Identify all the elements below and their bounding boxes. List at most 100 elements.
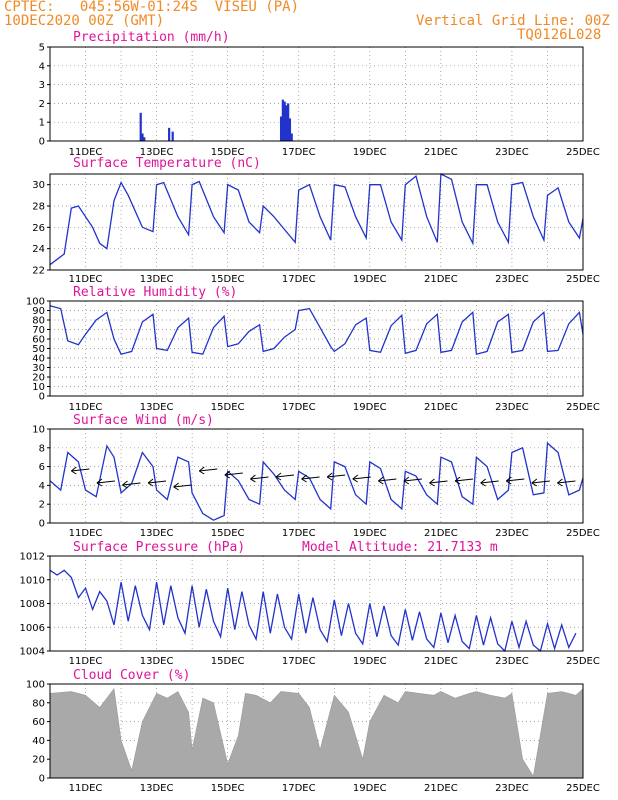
wind-arrow-head [557, 478, 563, 487]
precipitation-bar [287, 103, 290, 141]
wind-arrow-head [224, 470, 231, 479]
precipitation-bar [288, 118, 292, 141]
y-tick-label: 1 [39, 118, 45, 129]
wind-arrow [71, 468, 90, 472]
y-tick-label: 10 [32, 425, 45, 436]
x-tick-label: 13DEC [140, 528, 174, 539]
x-tick-label: 21DEC [424, 783, 458, 794]
x-tick-label: 13DEC [140, 783, 174, 794]
x-tick-label: 25DEC [566, 402, 600, 413]
y-tick-label: 20 [32, 755, 45, 766]
pressure-model-altitude: Model Altitude: 21.7133 m [302, 540, 498, 555]
x-tick-label: 21DEC [424, 656, 458, 667]
series-line [49, 441, 584, 521]
wind-arrow [557, 480, 576, 484]
x-tick-label: 23DEC [495, 402, 529, 413]
y-tick-label: 2 [39, 500, 45, 511]
panel-0: 0 1 2 3 4 5 11DEC 13DEC 15DEC 17DEC 19DEC 21DEC 23DE… [39, 43, 600, 159]
x-tick-label: 11DEC [69, 147, 103, 158]
precipitation-bar [283, 101, 286, 141]
cloud-cover-area [49, 687, 584, 779]
x-tick-label: 19DEC [353, 274, 387, 285]
x-tick-label: 23DEC [495, 147, 529, 158]
header-model-code: TQ0126L028 [517, 27, 602, 43]
wind-arrow-head [250, 474, 256, 483]
header-date: 10DEC2020 00Z (GMT) [4, 13, 165, 29]
y-tick-label: 0 [39, 137, 45, 148]
plot-frame [49, 173, 584, 271]
y-tick-label: 4 [39, 61, 45, 72]
x-tick-label: 21DEC [424, 274, 458, 285]
x-tick-label: 25DEC [566, 783, 600, 794]
x-tick-label: 13DEC [140, 274, 174, 285]
y-tick-label: 1006 [20, 623, 45, 634]
x-tick-label: 19DEC [353, 656, 387, 667]
x-tick-label: 17DEC [282, 274, 316, 285]
x-tick-label: 21DEC [424, 402, 458, 413]
y-tick-label: 100 [26, 297, 45, 308]
precipitation-bar [141, 133, 144, 141]
wind-arrow-head [198, 466, 205, 475]
y-tick-label: 1010 [20, 575, 45, 586]
precipitation-bar [168, 127, 171, 141]
plot-frame [49, 46, 584, 142]
wind-arrow [403, 478, 422, 482]
wind-arrow-head [531, 478, 538, 487]
y-tick-label: 10 [32, 382, 45, 393]
wind-arrow-head [454, 476, 461, 485]
wind-arrow [327, 474, 346, 478]
x-tick-label: 23DEC [495, 783, 529, 794]
cloud-title: Cloud Cover (%) [73, 668, 191, 683]
x-tick-label: 13DEC [140, 402, 174, 413]
wind-arrow-head [71, 466, 77, 475]
y-tick-label: 0 [39, 392, 45, 403]
x-tick-label: 23DEC [495, 274, 529, 285]
x-tick-label: 17DEC [282, 147, 316, 158]
wind-arrow-head [275, 472, 282, 481]
y-tick-label: 60 [32, 335, 45, 346]
x-tick-label: 19DEC [353, 402, 387, 413]
wind-arrow-head [326, 472, 333, 481]
wind-arrow [352, 476, 371, 480]
x-tick-label: 25DEC [566, 528, 600, 539]
y-tick-label: 1008 [20, 599, 45, 610]
x-tick-label: 11DEC [69, 783, 103, 794]
header-station: CPTEC: 045:56W-01:24S VISEU (PA) [4, 0, 300, 15]
y-tick-label: 0 [39, 774, 45, 785]
series-line [49, 569, 577, 653]
wind-arrow [455, 478, 474, 482]
x-tick-label: 15DEC [211, 274, 245, 285]
panel-4: 1004 1006 1008 1010 1012 11DEC 13DEC 15DEC 17DEC… [20, 552, 600, 668]
precipitation-title: Precipitation (mm/h) [73, 30, 230, 45]
plot-frame [49, 555, 584, 652]
precipitation-bar [143, 137, 146, 141]
wind-arrow [429, 480, 448, 484]
y-tick-label: 80 [32, 316, 45, 327]
y-tick-label: 90 [32, 306, 45, 317]
precipitation-bar [290, 133, 293, 141]
wind-arrow-head [352, 474, 359, 483]
wind-arrow-head [378, 476, 384, 485]
wind-arrow-head [122, 480, 128, 489]
x-tick-label: 23DEC [495, 528, 529, 539]
precipitation-bar [285, 105, 288, 141]
y-tick-label: 26 [32, 223, 45, 234]
wind-arrow-head [480, 478, 486, 487]
series-line [49, 305, 584, 356]
x-tick-label: 11DEC [69, 528, 103, 539]
wind-arrow [250, 476, 269, 480]
precipitation-bar [139, 112, 142, 141]
x-tick-label: 19DEC [353, 783, 387, 794]
y-tick-label: 80 [32, 698, 45, 709]
wind-arrow [199, 468, 218, 472]
wind-arrow-head [403, 476, 410, 485]
precipitation-bar [279, 116, 283, 141]
x-tick-label: 13DEC [140, 147, 174, 158]
panel-5: 0 20 40 60 80 100 11DEC 13DEC 15DEC 17DEC 19DEC 21D… [26, 680, 600, 795]
y-tick-label: 4 [39, 481, 45, 492]
wind-arrow [122, 482, 141, 486]
wind-arrow [224, 472, 243, 476]
y-tick-label: 8 [39, 443, 45, 454]
wind-arrow-head [173, 482, 179, 491]
